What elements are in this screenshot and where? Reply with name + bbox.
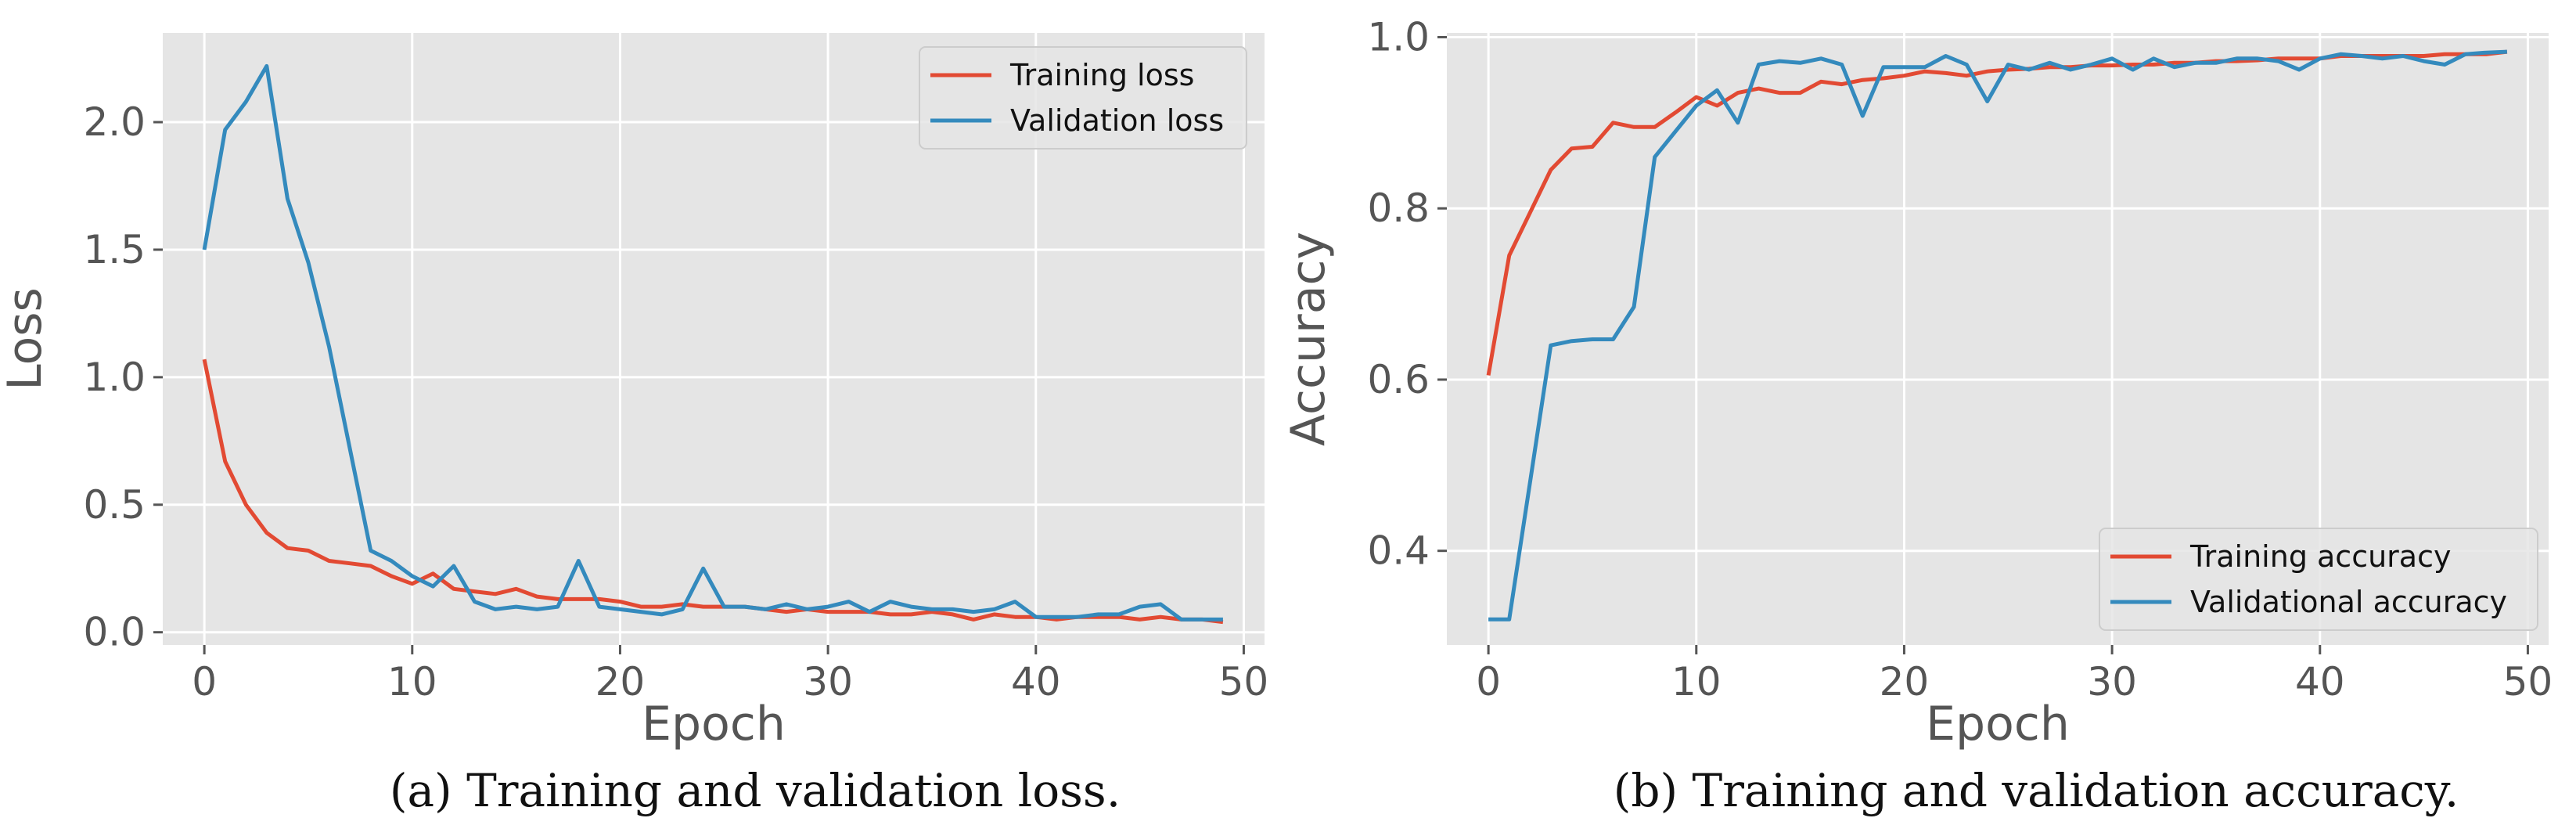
x-tick-label: 30 bbox=[803, 659, 853, 704]
legend-label: Training accuracy bbox=[2189, 539, 2451, 574]
y-tick-label: 1.0 bbox=[83, 355, 146, 400]
figure-caption: (a) Training and validation loss. bbox=[390, 764, 1121, 817]
x-tick-label: 30 bbox=[2087, 659, 2137, 704]
y-tick-label: 2.0 bbox=[83, 99, 146, 145]
x-tick-label: 10 bbox=[387, 659, 437, 704]
x-tick-label: 0 bbox=[192, 659, 217, 704]
y-tick-label: 1.5 bbox=[83, 227, 146, 272]
series-line-validation-loss bbox=[202, 63, 1223, 622]
x-tick-label: 20 bbox=[595, 659, 646, 704]
x-tick-label: 40 bbox=[2295, 659, 2345, 704]
series-line-validational-accuracy bbox=[1488, 49, 2508, 622]
loss-chart: 0 10 20 30 40 50 0.0 0.5 1.0 1.5 2.0 Epoch Loss Train… bbox=[0, 33, 1268, 817]
y-tick-label: 0.0 bbox=[83, 610, 146, 655]
series-line-training-loss bbox=[202, 359, 1224, 625]
x-tick-label: 40 bbox=[1011, 659, 1061, 704]
y-tick-label: 0.5 bbox=[83, 482, 146, 528]
y-tick-label: 1.0 bbox=[1367, 14, 1430, 59]
x-axis-label: Epoch bbox=[1926, 697, 2070, 751]
y-tick-label: 0.4 bbox=[1367, 528, 1430, 574]
x-tick-label: 50 bbox=[1219, 659, 1269, 704]
legend-box bbox=[2099, 528, 2538, 631]
legend-box bbox=[919, 46, 1247, 150]
x-tick-label: 20 bbox=[1880, 659, 1930, 704]
accuracy-chart: 0 10 20 30 40 50 0.4 0.6 0.8 1.0 Epoch Accuracy Trai… bbox=[1281, 14, 2553, 817]
y-axis-label: Accuracy bbox=[1281, 232, 1336, 446]
legend-label: Training loss bbox=[1009, 58, 1194, 92]
x-tick-label: 50 bbox=[2503, 659, 2553, 704]
legend-label: Validation loss bbox=[1010, 103, 1224, 138]
figure-caption: (b) Training and validation accuracy. bbox=[1614, 764, 2459, 817]
legend-label: Validational accuracy bbox=[2190, 585, 2507, 619]
y-axis-label: Loss bbox=[0, 287, 52, 391]
x-axis-label: Epoch bbox=[642, 697, 786, 751]
x-tick-label: 0 bbox=[1476, 659, 1501, 704]
y-tick-label: 0.8 bbox=[1367, 186, 1430, 231]
x-tick-label: 10 bbox=[1671, 659, 1722, 704]
y-tick-label: 0.6 bbox=[1367, 357, 1430, 402]
